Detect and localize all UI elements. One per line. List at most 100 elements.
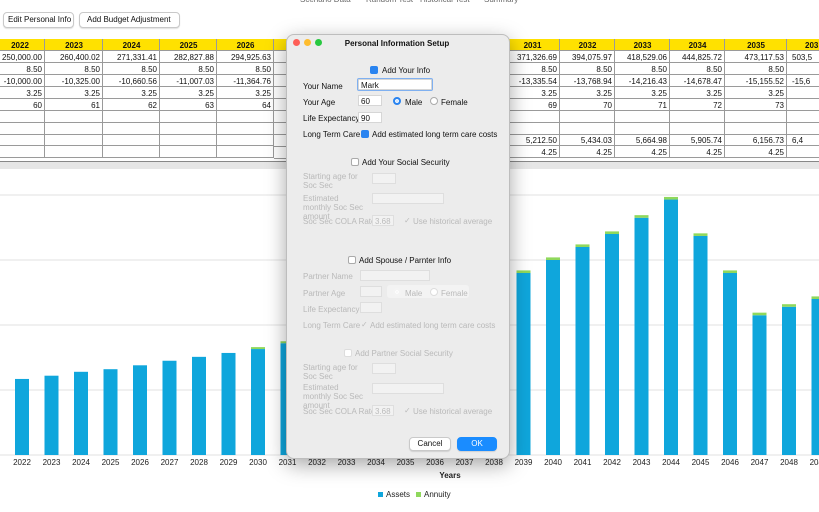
cell — [103, 75, 160, 87]
text-field[interactable] — [372, 405, 394, 416]
text-field[interactable] — [360, 302, 382, 313]
cell-text: 8.50 — [541, 65, 557, 74]
label: Estimated monthly Soc Sec amount — [303, 383, 364, 410]
x-tick-label: 2042 — [603, 458, 621, 467]
label: Estimated monthly Soc Sec amount — [303, 194, 364, 221]
cell — [505, 134, 560, 146]
cell — [103, 111, 160, 123]
radio[interactable] — [430, 97, 438, 105]
text-field[interactable] — [360, 270, 430, 281]
tab[interactable]: Historical Test — [420, 0, 470, 4]
assets-bar — [811, 299, 819, 455]
text-field[interactable] — [372, 383, 444, 394]
cell-text: 8.50 — [706, 65, 722, 74]
cell — [505, 51, 560, 63]
cell — [725, 123, 787, 135]
cell — [670, 111, 725, 123]
cell — [560, 51, 615, 63]
text-field[interactable] — [372, 173, 396, 184]
assets-bar — [103, 369, 118, 455]
header-cell — [787, 39, 819, 51]
x-tick-label: 2035 — [397, 458, 415, 467]
ok-button[interactable] — [457, 437, 497, 451]
label: Your Age — [303, 98, 336, 107]
header-cell — [615, 39, 670, 51]
legend-swatch — [378, 492, 383, 497]
radio[interactable] — [430, 288, 438, 296]
cell — [615, 99, 670, 111]
checkbox[interactable] — [348, 256, 356, 264]
label: Male — [405, 98, 423, 107]
cell — [0, 63, 45, 75]
cell — [725, 99, 787, 111]
cell-text: 3.25 — [768, 89, 784, 98]
cell — [160, 111, 217, 123]
cell-text: 4.25 — [768, 148, 784, 157]
text-field[interactable] — [358, 112, 382, 123]
cell — [725, 75, 787, 87]
text-field[interactable] — [372, 363, 396, 374]
cell — [505, 123, 560, 135]
checkbox[interactable] — [344, 349, 352, 357]
cell — [725, 87, 787, 99]
cell — [560, 111, 615, 123]
cell — [560, 99, 615, 111]
budget-button[interactable] — [79, 12, 180, 28]
cell-text: 5,212.50 — [525, 136, 557, 145]
text-field[interactable] — [358, 95, 382, 106]
header-text: 2022 — [11, 41, 29, 50]
header-text: 2031 — [523, 41, 542, 50]
checkbox[interactable] — [351, 158, 359, 166]
window-button[interactable] — [315, 39, 322, 46]
cell — [725, 111, 787, 123]
annuity-bar — [516, 270, 531, 273]
label: Soc Sec COLA Rate — [303, 217, 376, 226]
annuity-bar — [605, 231, 619, 234]
edit-button[interactable] — [3, 12, 74, 28]
tab[interactable]: Scenario Data — [300, 0, 351, 4]
cell — [45, 146, 103, 158]
radio[interactable] — [393, 288, 401, 296]
label: Add Your Info — [382, 66, 431, 75]
header-text: 2026 — [236, 41, 255, 50]
x-tick-label: 2046 — [721, 458, 739, 467]
radio[interactable] — [393, 97, 401, 105]
label: Add estimated long term care costs — [370, 321, 496, 330]
cell — [560, 134, 615, 146]
header-text: 2032 — [578, 41, 597, 50]
annuity-bar — [811, 296, 819, 299]
label: Life Expectancy — [303, 114, 360, 123]
window-button[interactable] — [293, 39, 300, 46]
cell-text: 3.25 — [255, 89, 271, 98]
text-field[interactable] — [358, 79, 432, 90]
cell-text: 3.25 — [141, 89, 157, 98]
text-field[interactable] — [372, 215, 394, 226]
cell-text: 250,000.00 — [1, 53, 42, 62]
cell — [787, 51, 819, 63]
cancel-button[interactable] — [409, 437, 451, 451]
cell-text: 394,075.97 — [571, 53, 612, 62]
text-field[interactable] — [372, 193, 444, 204]
cell-text: 4.25 — [541, 148, 557, 157]
cell-text: -10,325.00 — [61, 77, 100, 86]
header-text: 203 — [805, 41, 819, 50]
text-field[interactable] — [360, 286, 382, 297]
cell — [787, 63, 819, 75]
tab[interactable]: Summary — [484, 0, 518, 4]
cell — [725, 146, 787, 158]
tab[interactable]: Random Test — [366, 0, 413, 4]
cell — [505, 146, 560, 158]
cell — [0, 87, 45, 99]
cell — [0, 99, 45, 111]
cell — [160, 87, 217, 99]
cell — [45, 75, 103, 87]
cell — [0, 111, 45, 123]
annuity-bar — [664, 196, 678, 200]
checkbox[interactable] — [370, 66, 378, 74]
checkbox[interactable] — [361, 130, 369, 138]
cell — [787, 75, 819, 87]
x-tick-label: 2023 — [43, 458, 61, 467]
x-tick-label: 2029 — [220, 458, 238, 467]
cell — [505, 63, 560, 75]
window-button[interactable] — [304, 39, 311, 46]
